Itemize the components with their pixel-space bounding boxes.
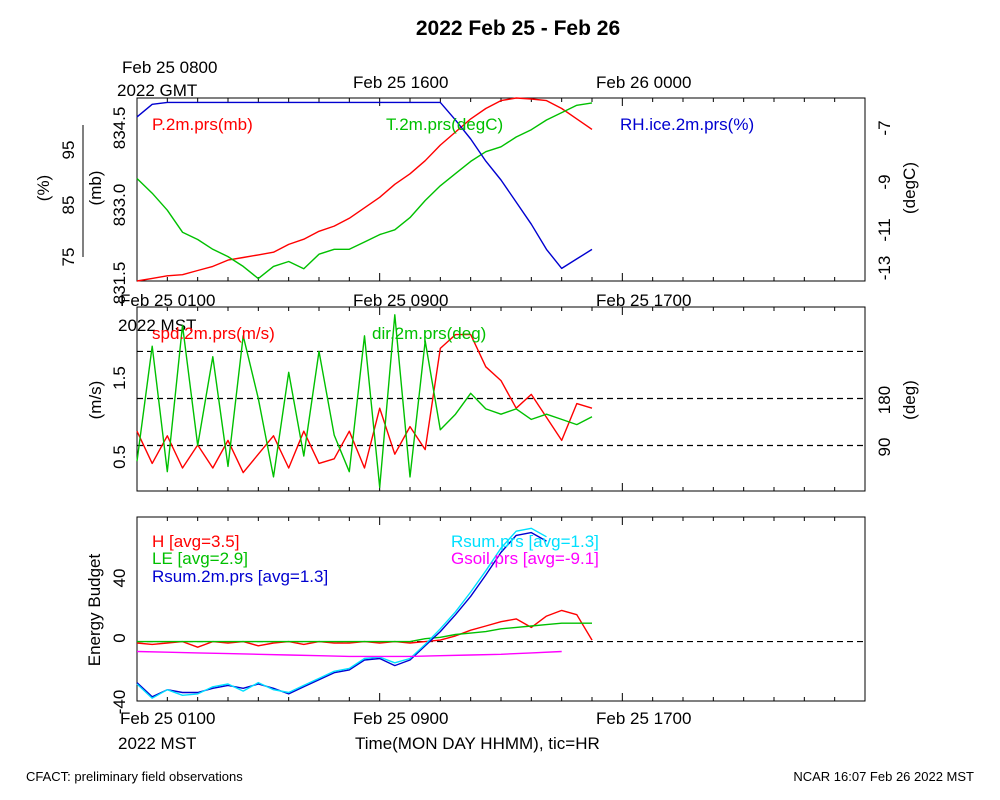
legend-rsum-2m: Rsum.2m.prs [avg=1.3] <box>152 567 328 586</box>
top-time-label-2: Feb 25 1600 <box>353 73 448 92</box>
top-time-unit: 2022 GMT <box>117 81 197 100</box>
pressure-tick-833.0: 833.0 <box>110 184 129 227</box>
legend-rh: RH.ice.2m.prs(%) <box>620 115 754 134</box>
rh-tick-75: 75 <box>59 248 78 267</box>
energy-tick-40: 40 <box>110 569 129 588</box>
legend-temperature: T.2m.prs(degC) <box>386 115 503 134</box>
bottom-time-label-2: Feb 25 0900 <box>353 709 448 728</box>
top-time-label-3: Feb 26 0000 <box>596 73 691 92</box>
legend-wind-speed: spd.2m.prs(m/s) <box>152 324 275 343</box>
energy-tick-0: 0 <box>110 633 129 642</box>
mid-time-label-1: Feb 25 0100 <box>120 291 215 310</box>
energy-axis-label: Energy Budget <box>85 553 104 666</box>
rh-tick-95: 95 <box>59 141 78 160</box>
rh-tick-85: 85 <box>59 196 78 215</box>
legend-rsum: Rsum.prs [avg=1.3] <box>451 532 599 551</box>
bottom-time-unit: 2022 MST <box>118 734 196 753</box>
panel-2-series <box>136 307 866 491</box>
bottom-time-label-3: Feb 25 1700 <box>596 709 691 728</box>
dir-tick-180: 180 <box>875 386 894 414</box>
temp-tick-minus13: -13 <box>875 256 894 281</box>
series-line-gsoil-prs-avg-9-1 <box>136 650 562 658</box>
temp-tick-minus11: -11 <box>875 218 894 241</box>
speed-tick-0.5: 0.5 <box>110 445 129 469</box>
mid-time-label-2: Feb 25 0900 <box>353 291 448 310</box>
pressure-tick-831.5: 831.5 <box>110 262 129 305</box>
series-line-p-2m-prs-mb <box>136 97 593 282</box>
series-line-dir-2m-prs-deg <box>136 314 593 488</box>
legend-h: H [avg=3.5] <box>152 532 239 551</box>
footer-timestamp: NCAR 16:07 Feb 26 2022 MST <box>793 769 974 784</box>
footer-note: CFACT: preliminary field observations <box>26 769 243 784</box>
legend-wind-direction: dir.2m.prs(deg) <box>372 324 486 343</box>
pressure-axis-label: (mb) <box>86 171 105 206</box>
energy-tick-minus40: -40 <box>110 690 129 715</box>
chart-title: 2022 Feb 25 - Feb 26 <box>416 17 620 40</box>
temp-tick-minus7: -7 <box>875 120 894 135</box>
speed-axis-label: (m/s) <box>86 381 105 420</box>
series-line-t-2m-prs-degc <box>136 102 593 280</box>
legend-pressure: P.2m.prs(mb) <box>152 115 253 134</box>
panel-3-series <box>136 517 866 701</box>
x-axis-label: Time(MON DAY HHMM), tic=HR <box>355 734 600 753</box>
series-line-le-avg-2-9 <box>137 622 592 643</box>
dir-tick-90: 90 <box>875 438 894 457</box>
panel-1-series <box>136 97 866 282</box>
dir-axis-label: (deg) <box>900 380 919 420</box>
temp-axis-label: (degC) <box>900 162 919 214</box>
legend-gsoil: Gsoil.prs [avg=-9.1] <box>451 549 599 568</box>
mid-time-unit: 2022 MST <box>118 316 196 335</box>
legend-le: LE [avg=2.9] <box>152 549 248 568</box>
series-line-rh-ice-2m-prs <box>136 101 593 270</box>
panel-wind: Feb 25 0100 Feb 25 0900 Feb 25 1700 2022… <box>86 291 919 492</box>
rh-axis-label: (%) <box>34 175 53 201</box>
series-line-rsum-prs-avg-1-3 <box>136 527 547 699</box>
speed-tick-1.5: 1.5 <box>110 366 129 390</box>
panel-pressure-temperature: Feb 25 0800 2022 GMT Feb 25 1600 Feb 26 … <box>34 58 919 304</box>
bottom-time-label-1: Feb 25 0100 <box>120 709 215 728</box>
panel-energy-budget: Energy Budget -40 0 40 H [avg=3.5] LE [a… <box>85 516 866 753</box>
mid-time-label-3: Feb 25 1700 <box>596 291 691 310</box>
pressure-tick-834.5: 834.5 <box>110 107 129 150</box>
top-time-label-1: Feb 25 0800 <box>122 58 217 77</box>
temp-tick-minus9: -9 <box>875 174 894 189</box>
